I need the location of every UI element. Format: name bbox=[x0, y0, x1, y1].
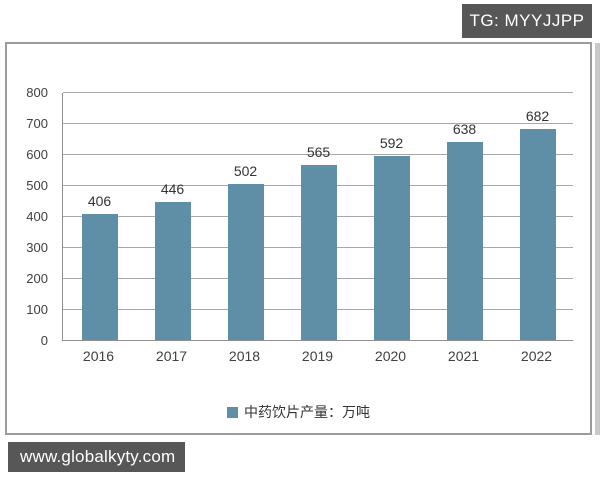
y-axis-tick-label: 600 bbox=[26, 147, 48, 162]
y-axis-tick-label: 300 bbox=[26, 240, 48, 255]
gridline bbox=[63, 92, 573, 93]
bar-value-label: 592 bbox=[379, 135, 404, 152]
legend-label: 中药饮片产量：万吨 bbox=[244, 404, 370, 420]
x-axis-tick-label: 2021 bbox=[447, 348, 480, 364]
y-axis-tick-label: 700 bbox=[26, 116, 48, 131]
site-badge: www.globalkyty.com bbox=[8, 442, 185, 472]
vertical-scrollbar[interactable] bbox=[595, 43, 600, 435]
y-axis-tick-label: 200 bbox=[26, 271, 48, 286]
bar-2019 bbox=[300, 164, 337, 340]
bar-2017 bbox=[154, 201, 191, 340]
y-axis-tick-label: 0 bbox=[40, 333, 48, 348]
legend: 中药饮片产量：万吨 bbox=[5, 402, 592, 422]
x-axis: 2016 2017 2018 2019 2020 2021 2022 bbox=[62, 348, 573, 368]
bar-2016 bbox=[81, 214, 118, 340]
y-axis-tick-label: 400 bbox=[26, 209, 48, 224]
x-axis-tick-label: 2022 bbox=[520, 348, 553, 364]
plot-area: 406 446 502 565 592 638 682 bbox=[62, 92, 573, 341]
x-axis-tick-label: 2017 bbox=[155, 348, 188, 364]
y-axis: 0 100 200 300 400 500 600 700 800 bbox=[0, 85, 48, 348]
bar-2020 bbox=[373, 156, 410, 340]
bar-value-label: 682 bbox=[525, 107, 550, 124]
y-axis-tick-label: 800 bbox=[26, 85, 48, 100]
bar-value-label: 502 bbox=[233, 163, 258, 180]
x-axis-tick-label: 2016 bbox=[82, 348, 115, 364]
gridline bbox=[63, 123, 573, 124]
legend-swatch bbox=[227, 406, 238, 418]
y-axis-tick-label: 100 bbox=[26, 302, 48, 317]
bar-2018 bbox=[227, 184, 264, 340]
telegram-badge: TG: MYYJJPP bbox=[462, 4, 592, 38]
bar-value-label: 638 bbox=[452, 121, 477, 138]
x-axis-tick-label: 2018 bbox=[228, 348, 261, 364]
x-axis-tick-label: 2019 bbox=[301, 348, 334, 364]
bar-value-label: 446 bbox=[160, 180, 185, 197]
x-axis-tick-label: 2020 bbox=[374, 348, 407, 364]
y-axis-tick-label: 500 bbox=[26, 178, 48, 193]
gridline bbox=[63, 154, 573, 155]
bar-2022 bbox=[519, 128, 556, 340]
bar-value-label: 565 bbox=[306, 143, 331, 160]
bar-value-label: 406 bbox=[87, 193, 112, 210]
bar-2021 bbox=[446, 142, 483, 340]
